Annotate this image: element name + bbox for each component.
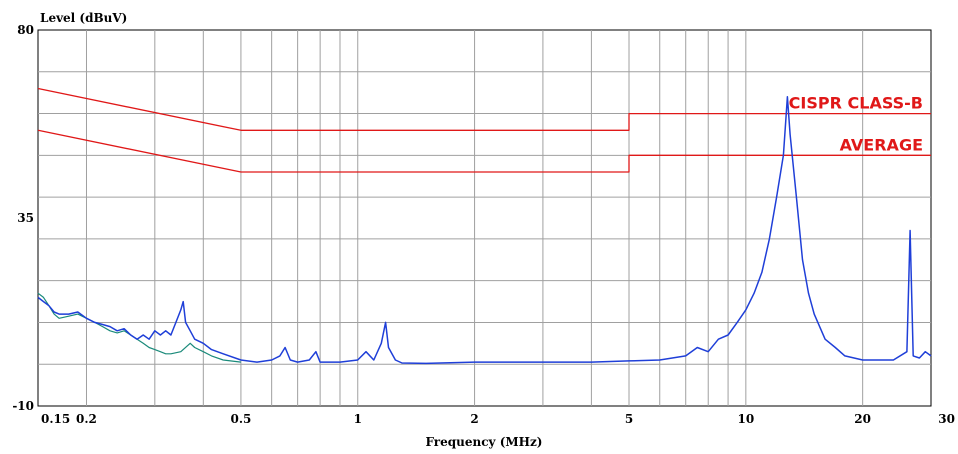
- x-tick-label: 1: [354, 412, 362, 426]
- x-tick-label: 10: [737, 412, 754, 426]
- x-tick-label: 0.2: [76, 412, 97, 426]
- x-tick-label: 20: [854, 412, 871, 426]
- x-tick-label: 30: [938, 412, 955, 426]
- x-tick-label: 0.15: [41, 412, 70, 426]
- y-axis-title: Level (dBuV): [40, 11, 127, 25]
- limit-label: AVERAGE: [840, 135, 923, 154]
- tick-labels: 80 35 -10 0.15 0.2 0.5 1 2 5 10 20 30: [12, 23, 955, 426]
- limit-line-1: [37, 129, 931, 173]
- x-tick-label: 0.5: [230, 412, 251, 426]
- limit-line-0: [37, 87, 931, 131]
- label-layer: CISPR CLASS-B AVERAGE: [789, 94, 923, 155]
- series-layer: [37, 87, 932, 365]
- x-axis-title: Frequency (MHz): [426, 435, 543, 449]
- x-tick-label: 5: [625, 412, 633, 426]
- y-tick-label: -10: [12, 399, 34, 413]
- emission-trace-3: [37, 96, 932, 365]
- limit-label: CISPR CLASS-B: [789, 94, 923, 113]
- grid-lines: [38, 30, 931, 406]
- x-tick-label: 2: [470, 412, 478, 426]
- plot-area: [37, 29, 932, 407]
- y-tick-label: 80: [17, 23, 34, 37]
- y-tick-label: 35: [17, 211, 34, 225]
